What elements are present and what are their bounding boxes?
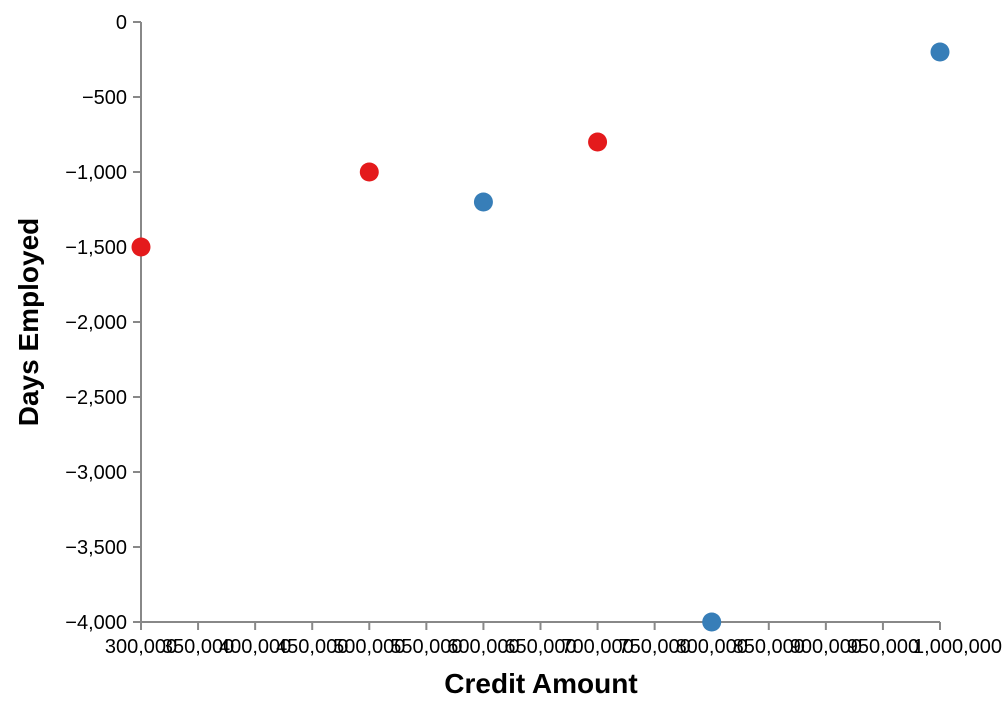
y-tick-label: −2,500 [65, 387, 127, 409]
y-tick-label: −3,000 [65, 462, 127, 484]
x-tick-label: 300,000 [105, 636, 177, 658]
data-point-6 [930, 42, 950, 62]
data-points [131, 42, 950, 632]
y-tick-label: −3,500 [65, 537, 127, 559]
data-point-2 [359, 162, 379, 182]
y-axis-title: Days Employed [13, 218, 44, 427]
x-tick-label: 600,000 [447, 636, 519, 658]
x-tick-label: 900,000 [790, 636, 862, 658]
data-point-1 [131, 237, 151, 257]
y-tick-label: −1,000 [65, 162, 127, 184]
y-tick-label: −2,000 [65, 312, 127, 334]
data-point-4 [588, 132, 608, 152]
y-tick-label: −4,000 [65, 612, 127, 634]
y-axis: 0 −500 −1,000 −1,500 −2,000 −2,500 −3,000 −3,50… [65, 12, 142, 634]
data-point-3 [473, 192, 493, 212]
data-point-5 [702, 612, 722, 632]
x-tick-label: 750,000 [618, 636, 690, 658]
x-axis-title: Credit Amount [444, 668, 637, 699]
x-tick-label: 400,000 [219, 636, 291, 658]
x-tick-label: 350,000 [162, 636, 234, 658]
x-tick-label: 950,000 [847, 636, 919, 658]
x-tick-label: 500,000 [333, 636, 405, 658]
y-tick-label: 0 [116, 12, 127, 34]
x-axis: 300,000350,000400,000450,000500,000550,0… [105, 621, 1002, 658]
x-tick-label: 700,000 [561, 636, 633, 658]
x-tick-label: 550,000 [390, 636, 462, 658]
x-tick-label: 650,000 [504, 636, 576, 658]
y-tick-label: −500 [82, 87, 127, 109]
y-tick-label: −1,500 [65, 237, 127, 259]
x-tick-label: 850,000 [733, 636, 805, 658]
x-tick-label: 1,000,000 [913, 636, 1002, 658]
x-tick-label: 800,000 [676, 636, 748, 658]
x-tick-label: 450,000 [276, 636, 348, 658]
